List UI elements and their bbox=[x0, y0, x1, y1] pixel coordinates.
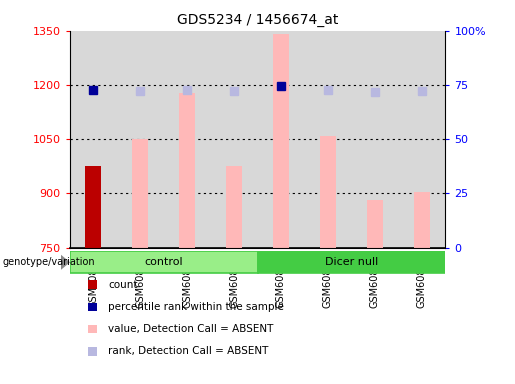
Bar bbox=[211, 31, 258, 248]
Text: Dicer null: Dicer null bbox=[325, 257, 378, 267]
Bar bbox=[399, 31, 445, 248]
Bar bbox=[258, 31, 304, 248]
Text: genotype/variation: genotype/variation bbox=[3, 257, 95, 267]
Bar bbox=[273, 34, 289, 248]
Bar bbox=[367, 200, 383, 248]
Text: percentile rank within the sample: percentile rank within the sample bbox=[108, 302, 284, 312]
Bar bbox=[164, 31, 211, 248]
Bar bbox=[88, 280, 97, 289]
Polygon shape bbox=[61, 255, 70, 270]
Text: count: count bbox=[108, 280, 138, 290]
Bar bbox=[258, 251, 445, 273]
Bar bbox=[132, 139, 148, 248]
Bar bbox=[352, 31, 399, 248]
Bar bbox=[414, 192, 430, 248]
Text: control: control bbox=[144, 257, 183, 267]
Bar bbox=[179, 93, 195, 248]
Title: GDS5234 / 1456674_at: GDS5234 / 1456674_at bbox=[177, 13, 338, 27]
Text: rank, Detection Call = ABSENT: rank, Detection Call = ABSENT bbox=[108, 346, 268, 356]
Bar bbox=[304, 31, 352, 248]
Bar bbox=[226, 166, 242, 248]
Bar bbox=[88, 303, 97, 311]
Bar bbox=[70, 31, 116, 248]
Bar bbox=[88, 325, 97, 333]
Bar bbox=[320, 136, 336, 248]
Bar bbox=[70, 251, 258, 273]
Bar bbox=[116, 31, 164, 248]
Bar bbox=[85, 166, 101, 248]
Text: value, Detection Call = ABSENT: value, Detection Call = ABSENT bbox=[108, 324, 273, 334]
Bar bbox=[88, 347, 97, 356]
